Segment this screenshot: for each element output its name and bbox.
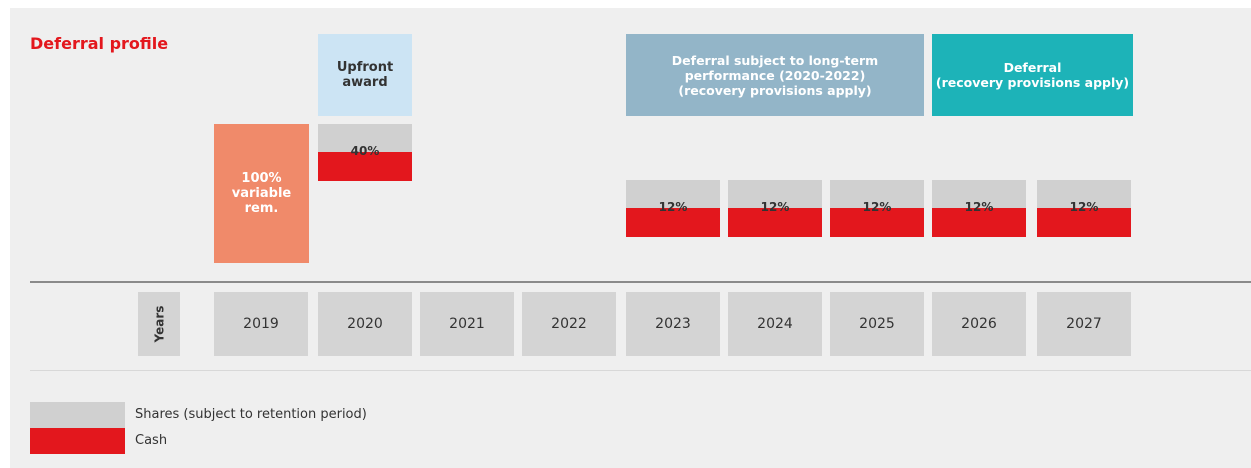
legend-label: Cash	[135, 433, 168, 448]
cash-segment	[932, 208, 1026, 237]
header-line: rem.	[244, 201, 279, 216]
header-line: variable	[231, 186, 292, 201]
variable-rem-box: 100% variable rem.	[214, 124, 309, 263]
cash-segment	[318, 152, 412, 181]
header-line: (recovery provisions apply)	[678, 82, 872, 98]
bar-label: 12%	[964, 200, 994, 214]
header-line: Deferral subject to long-term	[671, 52, 879, 68]
year-box: 2026	[932, 292, 1026, 356]
upfront-header: Upfront award	[318, 34, 412, 116]
year-box: 2022	[522, 292, 616, 356]
cash-segment	[626, 208, 720, 237]
legend-label: Shares (subject to retention period)	[135, 407, 367, 422]
bar-label: 12%	[1069, 200, 1099, 214]
year-box: 2019	[214, 292, 308, 356]
divider	[30, 281, 1251, 283]
cash-segment	[830, 208, 924, 237]
year-box: 2027	[1037, 292, 1131, 356]
axis-label-box: Years	[138, 292, 180, 356]
legend-swatch-cash	[30, 428, 125, 454]
header-line: 100%	[241, 171, 282, 186]
divider-light	[30, 370, 1251, 371]
bar-label: 12%	[760, 200, 790, 214]
shares-segment	[932, 180, 1026, 208]
header-line: (recovery provisions apply)	[935, 75, 1130, 90]
long-term-header: Deferral subject to long-term performance…	[626, 34, 924, 116]
cash-segment	[1037, 208, 1131, 237]
year-box: 2020	[318, 292, 412, 356]
year-box: 2021	[420, 292, 514, 356]
shares-segment	[830, 180, 924, 208]
year-box: 2024	[728, 292, 822, 356]
shares-segment	[626, 180, 720, 208]
header-line: performance (2020-2022)	[684, 67, 866, 83]
year-box: 2023	[626, 292, 720, 356]
shares-segment	[318, 124, 412, 152]
header-line: award	[342, 75, 388, 90]
shares-segment	[728, 180, 822, 208]
cash-segment	[728, 208, 822, 237]
deferral-header: Deferral (recovery provisions apply)	[932, 34, 1133, 116]
year-box: 2025	[830, 292, 924, 356]
title: Deferral profile	[30, 34, 169, 53]
header-line: Upfront	[336, 60, 394, 75]
bar-label: 40%	[350, 144, 380, 158]
bar-label: 12%	[658, 200, 688, 214]
legend-swatch-shares	[30, 402, 125, 428]
shares-segment	[1037, 180, 1131, 208]
header-line: Deferral	[1003, 60, 1062, 75]
axis-label: Years	[151, 305, 166, 343]
bar-label: 12%	[862, 200, 892, 214]
